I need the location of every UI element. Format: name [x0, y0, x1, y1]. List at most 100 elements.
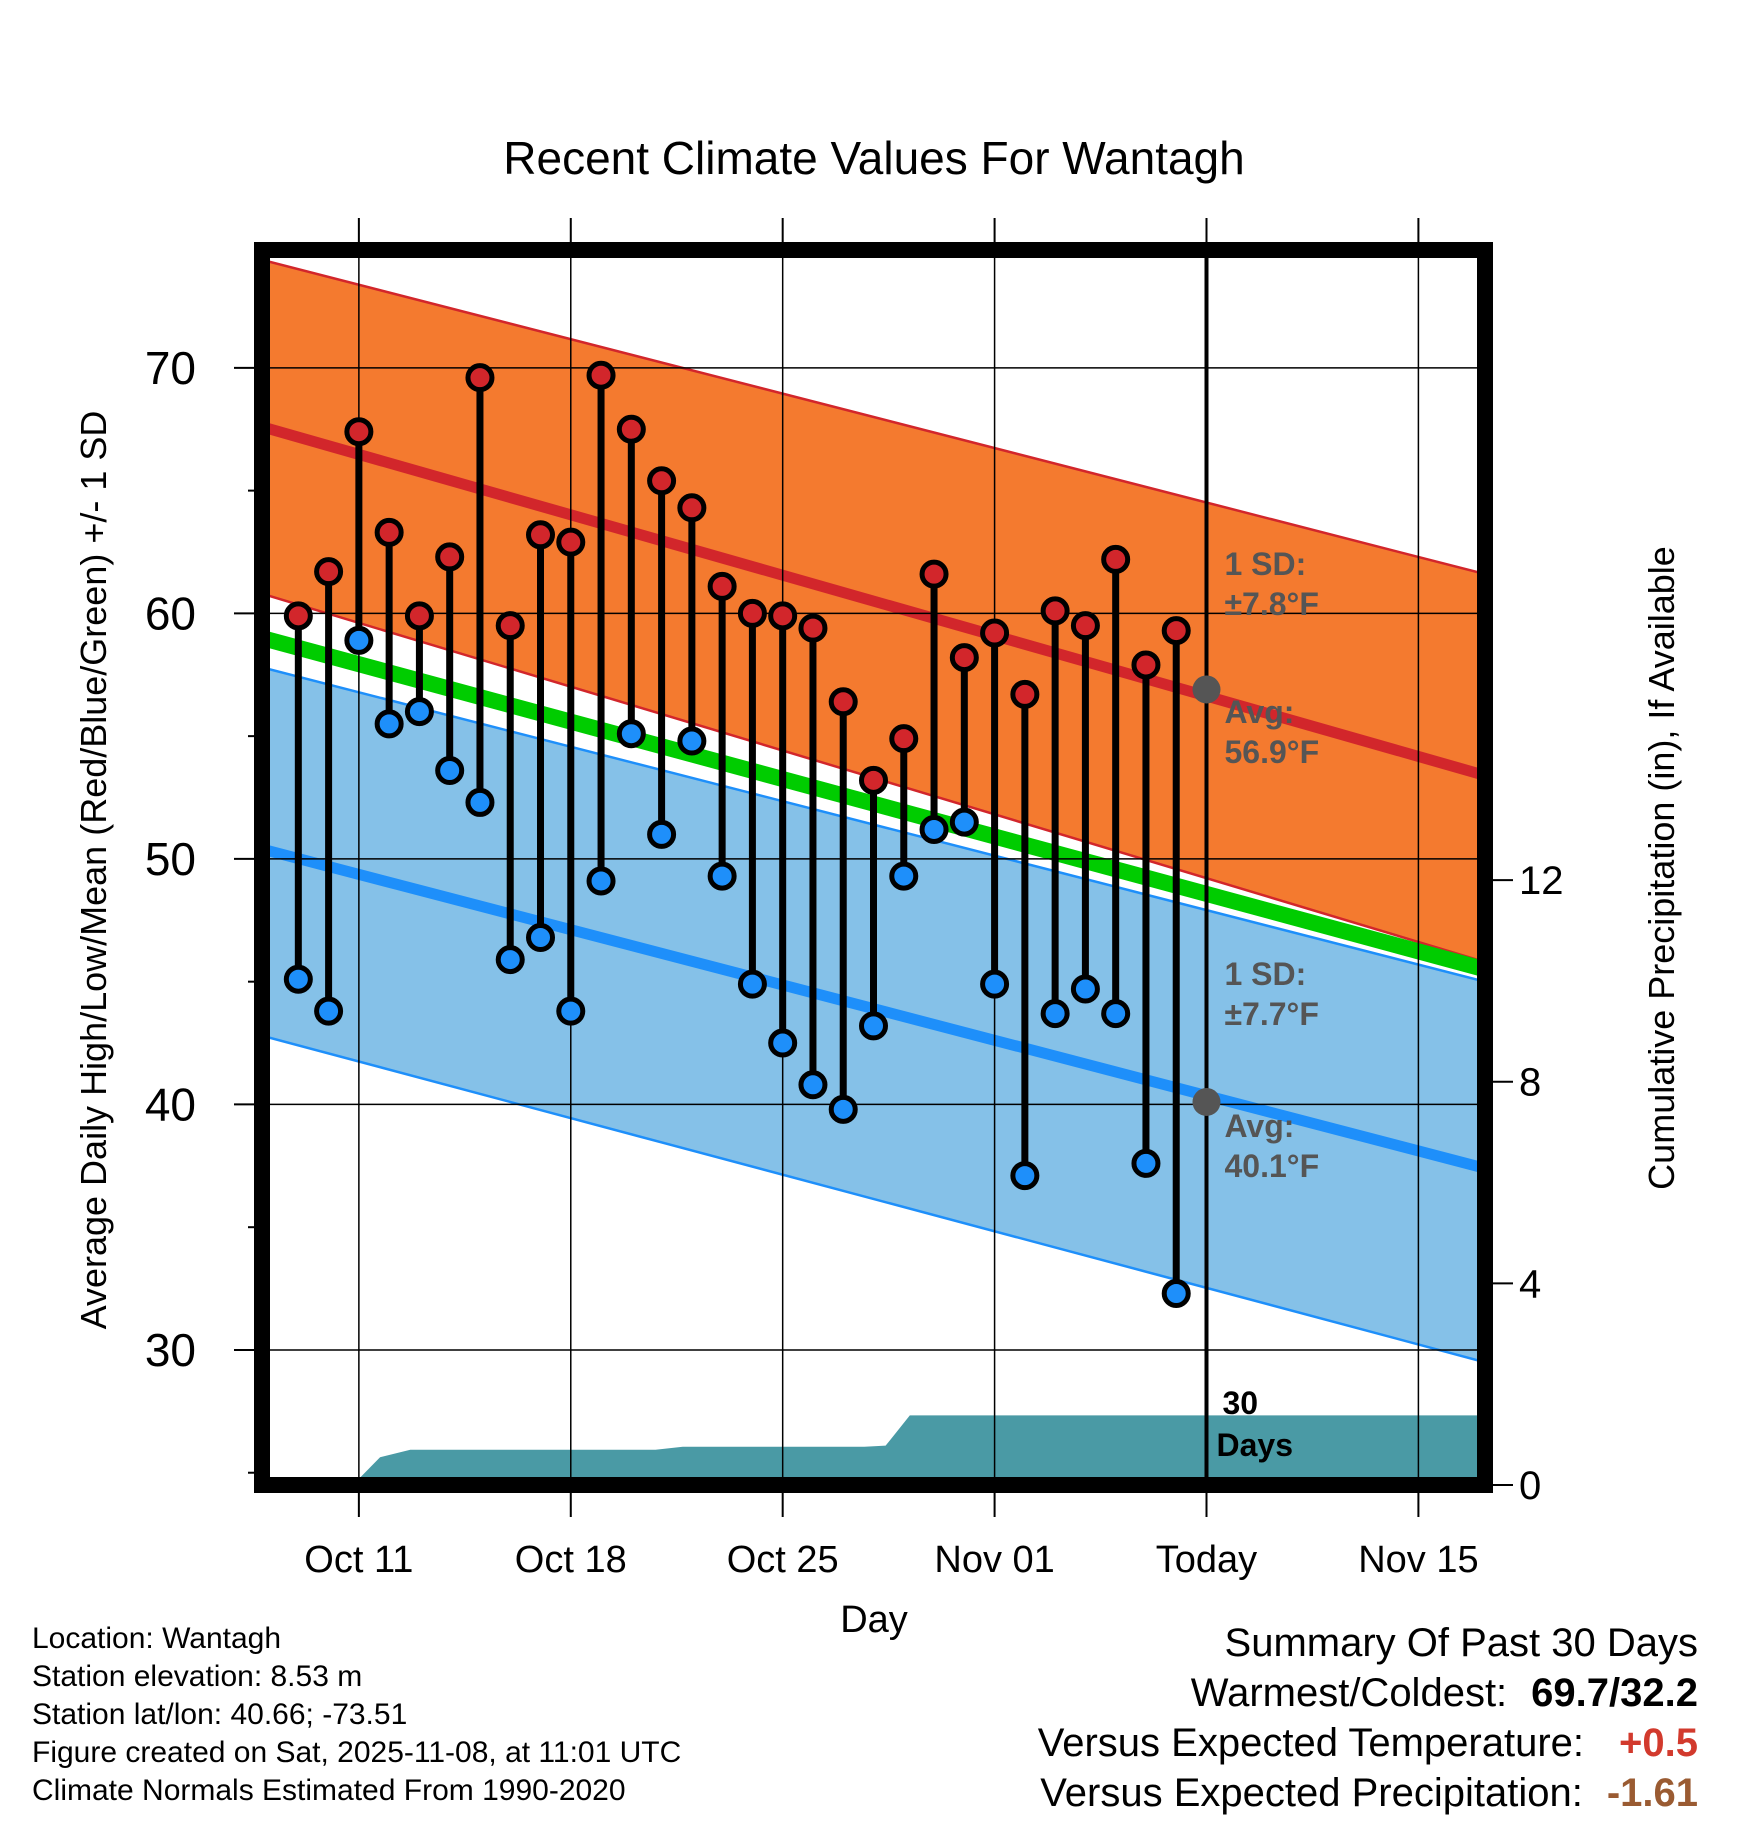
- x-axis-label: Day: [840, 1599, 908, 1641]
- daily-low-point: [949, 807, 979, 837]
- daily-low-point: [465, 787, 495, 817]
- y-tick-label: 70: [145, 342, 196, 394]
- daily-low-point: [859, 1011, 888, 1041]
- summary-panel: Summary Of Past 30 Days Warmest/Coldest:…: [1038, 1618, 1698, 1818]
- daily-high-point: [1131, 650, 1161, 680]
- normals-text: Climate Normals Estimated From 1990-2020: [32, 1774, 626, 1807]
- y2-axis-label: Cumulative Precipitation (in), If Availa…: [1641, 546, 1682, 1190]
- station-info: Location: Wantagh Station elevation: 8.5…: [32, 1620, 681, 1810]
- daily-high-point: [616, 414, 646, 444]
- daily-low-point: [1010, 1161, 1040, 1191]
- daily-high-point: [1161, 616, 1191, 646]
- normal-high-line: [262, 421, 1485, 781]
- chart-title: Recent Climate Values For Wantagh: [503, 132, 1244, 184]
- daily-low-point: [526, 922, 556, 952]
- summary-warmest-row: Warmest/Coldest: 69.7/32.2: [1038, 1668, 1698, 1718]
- daily-high-point: [283, 601, 313, 631]
- summary-temp-row: Versus Expected Temperature: +0.5: [1038, 1718, 1698, 1768]
- summary-precip-row: Versus Expected Precipitation: -1.61: [1038, 1768, 1698, 1818]
- daily-low-point: [798, 1070, 828, 1100]
- daily-high-point: [526, 520, 556, 550]
- daily-high-point: [980, 618, 1010, 648]
- created-text: Figure created on Sat, 2025-11-08, at 11…: [32, 1736, 682, 1769]
- daily-low-point: [586, 866, 616, 896]
- daily-low-point: [737, 969, 767, 999]
- y2-tick-label: 8: [1519, 1061, 1541, 1105]
- daily-low-point: [677, 726, 707, 756]
- daily-high-point: [374, 517, 404, 547]
- low-avg-label: Avg:: [1224, 1108, 1294, 1144]
- x-tick-label: Oct 25: [727, 1539, 839, 1581]
- y2-tick-label: 0: [1519, 1464, 1541, 1508]
- daily-low-point: [1101, 999, 1131, 1029]
- daily-high-point: [677, 493, 707, 523]
- latlon-text: Station lat/lon: 40.66; -73.51: [32, 1698, 408, 1731]
- location-text: Location: Wantagh: [32, 1622, 282, 1655]
- x-tick-label: Nov 15: [1358, 1539, 1478, 1581]
- daily-low-point: [1131, 1148, 1161, 1178]
- daily-high-point: [465, 363, 495, 393]
- daily-high-point: [647, 466, 677, 496]
- high-avg-label: Avg:: [1224, 694, 1294, 730]
- warmest-value: 69.7/32.2: [1531, 1671, 1698, 1715]
- high-avg-marker: [1192, 675, 1221, 704]
- precip-days-number: 30: [1222, 1385, 1258, 1421]
- daily-high-point: [828, 687, 858, 717]
- daily-low-point: [1070, 974, 1100, 1004]
- daily-high-point: [768, 601, 798, 631]
- low-avg-marker: [1192, 1087, 1221, 1116]
- daily-low-point: [980, 969, 1010, 999]
- warmest-label: Warmest/Coldest:: [1190, 1671, 1508, 1715]
- high-avg-value: 56.9°F: [1224, 734, 1319, 770]
- daily-low-point: [556, 996, 586, 1026]
- x-tick-label: Nov 01: [934, 1539, 1054, 1581]
- daily-low-point: [1161, 1278, 1191, 1308]
- precip-value: -1.61: [1606, 1771, 1698, 1815]
- temp-label: Versus Expected Temperature:: [1037, 1721, 1584, 1765]
- daily-high-point: [1101, 544, 1131, 574]
- y2-tick-label: 4: [1519, 1262, 1541, 1306]
- high-sd-label: 1 SD:: [1224, 546, 1306, 582]
- daily-high-point: [737, 598, 767, 628]
- daily-high-point: [314, 557, 344, 587]
- daily-low-point: [344, 625, 374, 655]
- elevation-text: Station elevation: 8.53 m: [32, 1660, 363, 1693]
- daily-low-point: [647, 819, 677, 849]
- y2-tick-label: 12: [1519, 859, 1564, 903]
- daily-high-point: [949, 643, 979, 673]
- daily-high-point: [556, 527, 586, 557]
- low-sd-label: 1 SD:: [1224, 956, 1306, 992]
- y-tick-label: 30: [145, 1324, 196, 1376]
- y-tick-label: 40: [145, 1078, 196, 1130]
- temp-value: +0.5: [1619, 1721, 1698, 1765]
- plot-frame: [254, 242, 1493, 1493]
- daily-low-point: [404, 697, 434, 727]
- daily-high-point: [495, 611, 525, 641]
- low-sd-lower-edge: [262, 1034, 1485, 1364]
- daily-low-point: [616, 719, 646, 749]
- low-sd-value: ±7.7°F: [1224, 996, 1318, 1032]
- low-avg-value: 40.1°F: [1224, 1148, 1319, 1184]
- precipitation-area: [352, 1415, 1485, 1485]
- precip-days-text: Days: [1216, 1427, 1293, 1463]
- daily-high-point: [1010, 679, 1040, 709]
- daily-high-point: [586, 360, 616, 390]
- daily-low-point: [919, 814, 949, 844]
- summary-title: Summary Of Past 30 Days: [1224, 1621, 1698, 1665]
- y-tick-label: 60: [145, 587, 196, 639]
- daily-high-point: [859, 765, 888, 795]
- daily-low-point: [314, 996, 344, 1026]
- daily-high-point: [435, 542, 465, 572]
- daily-low-point: [707, 861, 737, 891]
- daily-high-point: [404, 601, 434, 631]
- y-tick-label: 50: [145, 833, 196, 885]
- x-tick-label: Today: [1156, 1539, 1257, 1581]
- high-sd-value: ±7.8°F: [1224, 586, 1318, 622]
- daily-high-point: [344, 417, 374, 447]
- daily-high-point: [889, 724, 919, 754]
- daily-low-point: [495, 945, 525, 975]
- high-sd-upper-edge: [262, 258, 1485, 576]
- daily-low-point: [374, 709, 404, 739]
- daily-low-point: [1040, 999, 1070, 1029]
